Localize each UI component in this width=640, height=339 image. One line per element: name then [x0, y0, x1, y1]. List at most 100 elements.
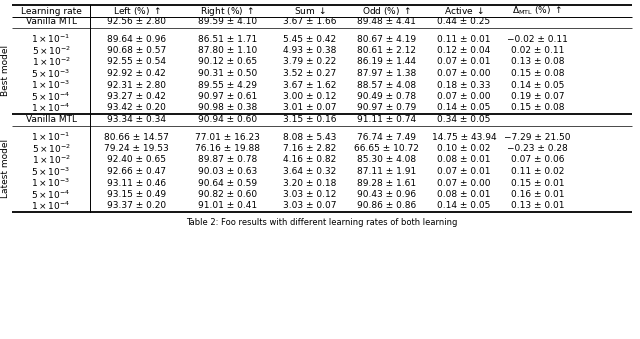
Text: 93.11 ± 0.46: 93.11 ± 0.46 [107, 179, 166, 187]
Text: 0.12 ± 0.04: 0.12 ± 0.04 [437, 46, 491, 55]
Text: 0.15 ± 0.08: 0.15 ± 0.08 [511, 103, 564, 113]
Text: 0.07 ± 0.00: 0.07 ± 0.00 [437, 179, 491, 187]
Text: 3.67 ± 1.66: 3.67 ± 1.66 [284, 18, 337, 26]
Text: $\Delta_{\mathrm{MTL}}$ (%) $\uparrow$: $\Delta_{\mathrm{MTL}}$ (%) $\uparrow$ [513, 5, 563, 17]
Text: Vanilla MTL: Vanilla MTL [26, 116, 77, 124]
Text: 90.68 ± 0.57: 90.68 ± 0.57 [107, 46, 166, 55]
Text: 0.15 ± 0.08: 0.15 ± 0.08 [511, 69, 564, 78]
Text: 92.31 ± 2.80: 92.31 ± 2.80 [107, 80, 166, 89]
Text: 80.61 ± 2.12: 80.61 ± 2.12 [357, 46, 416, 55]
Text: 89.55 ± 4.29: 89.55 ± 4.29 [198, 80, 257, 89]
Text: 90.97 ± 0.79: 90.97 ± 0.79 [357, 103, 416, 113]
Text: 90.64 ± 0.59: 90.64 ± 0.59 [198, 179, 257, 187]
Text: 3.67 ± 1.62: 3.67 ± 1.62 [284, 80, 337, 89]
Text: $5 \times 10^{-3}$: $5 \times 10^{-3}$ [31, 67, 70, 80]
Text: $5 \times 10^{-3}$: $5 \times 10^{-3}$ [31, 165, 70, 178]
Text: Active $\downarrow$: Active $\downarrow$ [444, 5, 484, 17]
Text: Odd (%) $\uparrow$: Odd (%) $\uparrow$ [362, 5, 411, 17]
Text: 3.03 ± 0.12: 3.03 ± 0.12 [284, 190, 337, 199]
Text: 7.16 ± 2.82: 7.16 ± 2.82 [284, 144, 337, 153]
Text: 87.97 ± 1.38: 87.97 ± 1.38 [357, 69, 416, 78]
Text: Right (%) $\uparrow$: Right (%) $\uparrow$ [200, 4, 255, 18]
Text: 0.19 ± 0.07: 0.19 ± 0.07 [511, 92, 564, 101]
Text: 3.01 ± 0.07: 3.01 ± 0.07 [284, 103, 337, 113]
Text: $1 \times 10^{-4}$: $1 \times 10^{-4}$ [31, 102, 70, 114]
Text: 3.20 ± 0.18: 3.20 ± 0.18 [284, 179, 337, 187]
Text: 0.18 ± 0.33: 0.18 ± 0.33 [437, 80, 491, 89]
Text: 0.14 ± 0.05: 0.14 ± 0.05 [437, 201, 491, 211]
Text: −0.02 ± 0.11: −0.02 ± 0.11 [507, 35, 568, 43]
Text: $1 \times 10^{-3}$: $1 \times 10^{-3}$ [31, 177, 70, 189]
Text: 90.43 ± 0.96: 90.43 ± 0.96 [357, 190, 416, 199]
Text: 0.07 ± 0.01: 0.07 ± 0.01 [437, 167, 491, 176]
Text: 0.07 ± 0.00: 0.07 ± 0.00 [437, 92, 491, 101]
Text: 90.03 ± 0.63: 90.03 ± 0.63 [198, 167, 257, 176]
Text: 0.11 ± 0.01: 0.11 ± 0.01 [437, 35, 491, 43]
Text: 91.01 ± 0.41: 91.01 ± 0.41 [198, 201, 257, 211]
Text: Best model: Best model [1, 45, 10, 96]
Text: 4.93 ± 0.38: 4.93 ± 0.38 [284, 46, 337, 55]
Text: 90.49 ± 0.78: 90.49 ± 0.78 [357, 92, 416, 101]
Text: 89.64 ± 0.96: 89.64 ± 0.96 [107, 35, 166, 43]
Text: 0.07 ± 0.00: 0.07 ± 0.00 [437, 69, 491, 78]
Text: 93.27 ± 0.42: 93.27 ± 0.42 [107, 92, 166, 101]
Text: 92.56 ± 2.80: 92.56 ± 2.80 [107, 18, 166, 26]
Text: $5 \times 10^{-4}$: $5 \times 10^{-4}$ [31, 90, 70, 103]
Text: $5 \times 10^{-2}$: $5 \times 10^{-2}$ [31, 44, 70, 57]
Text: 76.16 ± 19.88: 76.16 ± 19.88 [195, 144, 260, 153]
Text: 0.10 ± 0.02: 0.10 ± 0.02 [437, 144, 491, 153]
Text: 0.13 ± 0.08: 0.13 ± 0.08 [511, 58, 564, 66]
Text: Left (%) $\uparrow$: Left (%) $\uparrow$ [113, 5, 161, 17]
Text: $1 \times 10^{-2}$: $1 \times 10^{-2}$ [31, 56, 70, 68]
Text: 0.15 ± 0.01: 0.15 ± 0.01 [511, 179, 564, 187]
Text: 0.07 ± 0.06: 0.07 ± 0.06 [511, 156, 564, 164]
Text: 3.64 ± 0.32: 3.64 ± 0.32 [284, 167, 337, 176]
Text: 85.30 ± 4.08: 85.30 ± 4.08 [357, 156, 416, 164]
Text: 88.57 ± 4.08: 88.57 ± 4.08 [357, 80, 416, 89]
Text: 93.37 ± 0.20: 93.37 ± 0.20 [107, 201, 166, 211]
Text: 0.13 ± 0.01: 0.13 ± 0.01 [511, 201, 564, 211]
Text: 3.52 ± 0.27: 3.52 ± 0.27 [284, 69, 337, 78]
Text: 90.12 ± 0.65: 90.12 ± 0.65 [198, 58, 257, 66]
Text: 0.14 ± 0.05: 0.14 ± 0.05 [437, 103, 491, 113]
Text: 89.28 ± 1.61: 89.28 ± 1.61 [357, 179, 416, 187]
Text: 89.59 ± 4.10: 89.59 ± 4.10 [198, 18, 257, 26]
Text: 87.11 ± 1.91: 87.11 ± 1.91 [357, 167, 416, 176]
Text: 90.82 ± 0.60: 90.82 ± 0.60 [198, 190, 257, 199]
Text: 3.00 ± 0.12: 3.00 ± 0.12 [284, 92, 337, 101]
Text: 90.98 ± 0.38: 90.98 ± 0.38 [198, 103, 257, 113]
Text: 0.16 ± 0.01: 0.16 ± 0.01 [511, 190, 564, 199]
Text: $1 \times 10^{-1}$: $1 \times 10^{-1}$ [31, 131, 70, 143]
Text: 4.16 ± 0.82: 4.16 ± 0.82 [284, 156, 337, 164]
Text: 3.03 ± 0.07: 3.03 ± 0.07 [284, 201, 337, 211]
Text: $1 \times 10^{-3}$: $1 \times 10^{-3}$ [31, 79, 70, 91]
Text: 93.15 ± 0.49: 93.15 ± 0.49 [107, 190, 166, 199]
Text: 93.42 ± 0.20: 93.42 ± 0.20 [107, 103, 166, 113]
Text: 92.92 ± 0.42: 92.92 ± 0.42 [107, 69, 166, 78]
Text: $1 \times 10^{-4}$: $1 \times 10^{-4}$ [31, 200, 70, 212]
Text: 0.08 ± 0.01: 0.08 ± 0.01 [437, 190, 491, 199]
Text: 0.14 ± 0.05: 0.14 ± 0.05 [511, 80, 564, 89]
Text: $5 \times 10^{-2}$: $5 \times 10^{-2}$ [31, 142, 70, 155]
Text: 93.34 ± 0.34: 93.34 ± 0.34 [107, 116, 166, 124]
Text: 14.75 ± 43.94: 14.75 ± 43.94 [432, 133, 496, 141]
Text: $5 \times 10^{-4}$: $5 \times 10^{-4}$ [31, 188, 70, 201]
Text: Table 2: Foo results with different learning rates of both learning: Table 2: Foo results with different lear… [186, 218, 458, 227]
Text: 80.66 ± 14.57: 80.66 ± 14.57 [104, 133, 169, 141]
Text: 0.44 ± 0.25: 0.44 ± 0.25 [437, 18, 491, 26]
Text: 92.55 ± 0.54: 92.55 ± 0.54 [107, 58, 166, 66]
Text: 3.15 ± 0.16: 3.15 ± 0.16 [284, 116, 337, 124]
Text: Learning rate: Learning rate [20, 6, 81, 16]
Text: 0.08 ± 0.01: 0.08 ± 0.01 [437, 156, 491, 164]
Text: 0.02 ± 0.11: 0.02 ± 0.11 [511, 46, 564, 55]
Text: −0.23 ± 0.28: −0.23 ± 0.28 [507, 144, 568, 153]
Text: 92.66 ± 0.47: 92.66 ± 0.47 [107, 167, 166, 176]
Text: Latest model: Latest model [1, 139, 10, 198]
Text: 76.74 ± 7.49: 76.74 ± 7.49 [357, 133, 416, 141]
Text: $1 \times 10^{-1}$: $1 \times 10^{-1}$ [31, 33, 70, 45]
Text: 92.40 ± 0.65: 92.40 ± 0.65 [107, 156, 166, 164]
Text: 0.34 ± 0.05: 0.34 ± 0.05 [437, 116, 491, 124]
Text: 66.65 ± 10.72: 66.65 ± 10.72 [354, 144, 419, 153]
Text: 89.87 ± 0.78: 89.87 ± 0.78 [198, 156, 257, 164]
Text: 89.48 ± 4.41: 89.48 ± 4.41 [357, 18, 416, 26]
